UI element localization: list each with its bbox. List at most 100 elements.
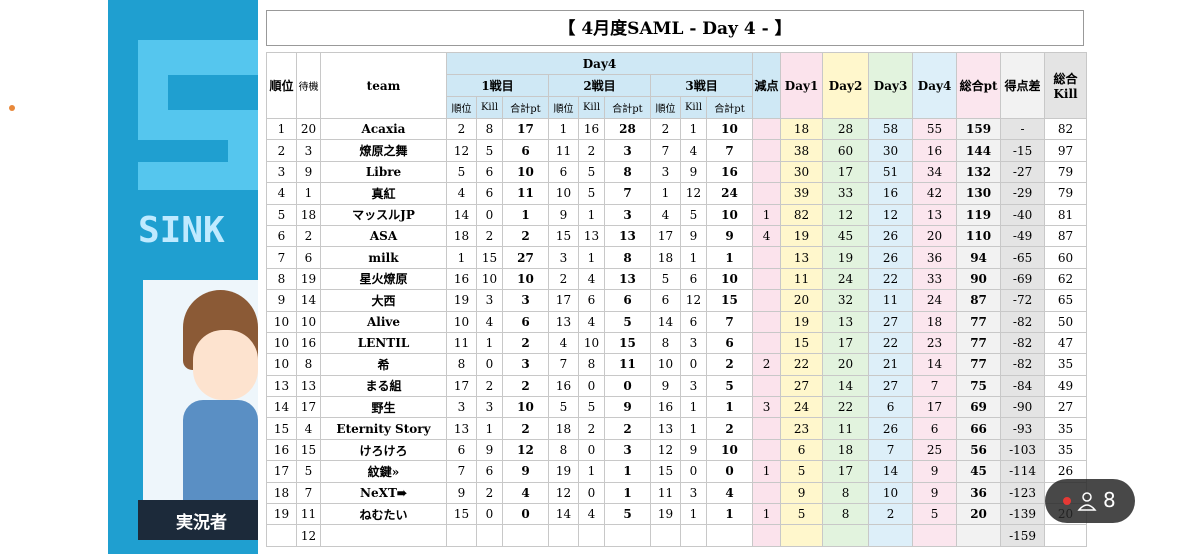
table-cell: 4 bbox=[266, 182, 297, 205]
table-cell: 11 bbox=[822, 417, 870, 440]
table-cell: 79 bbox=[1044, 160, 1088, 184]
caster-label: 実況者 bbox=[176, 513, 227, 533]
table-cell: 35 bbox=[1044, 438, 1088, 462]
table-cell: 8 bbox=[296, 353, 321, 376]
sub-header: Kill bbox=[476, 96, 503, 119]
table-cell: 1 bbox=[548, 117, 579, 141]
table-cell: 2 bbox=[502, 417, 549, 440]
table-row: 3 9 Libre 5 6 10 6 5 8 3 9 16 30 17 51 34 132 -27 79 bbox=[266, 160, 1088, 184]
table-cell: 14 bbox=[912, 353, 958, 376]
table-cell: 16 bbox=[266, 438, 297, 462]
table-cell: ねむたい bbox=[320, 503, 447, 526]
table-cell: 12 bbox=[822, 203, 870, 226]
table-cell: 1 bbox=[604, 460, 651, 483]
table-cell: 3 bbox=[604, 438, 651, 462]
table-cell: 6 bbox=[266, 224, 297, 248]
table-cell: 0 bbox=[578, 481, 605, 505]
table-cell bbox=[752, 139, 782, 162]
table-cell bbox=[752, 374, 782, 398]
table-cell: 15 bbox=[446, 503, 477, 526]
table-cell: 紋鍵» bbox=[320, 460, 447, 483]
table-cell: 23 bbox=[780, 417, 824, 440]
table-cell: 7 bbox=[868, 438, 914, 462]
orange-dot bbox=[9, 105, 15, 111]
table-cell: 1 bbox=[604, 481, 651, 505]
table-row: 18 7 NeXT➠ 9 2 4 12 0 1 11 3 4 9 8 10 9 36 -123 bbox=[266, 481, 1088, 505]
table-cell: 1 bbox=[752, 203, 782, 226]
table-cell: 2 bbox=[296, 224, 321, 248]
table-cell: 7 bbox=[705, 310, 754, 333]
table-cell: 45 bbox=[822, 224, 870, 248]
table-cell: 8 bbox=[604, 246, 651, 269]
table-cell: -90 bbox=[1000, 396, 1046, 419]
table-cell: 19 bbox=[296, 267, 321, 291]
viewer-pill[interactable]: 8 bbox=[1045, 479, 1135, 523]
table-cell: ASA bbox=[320, 224, 447, 248]
table-cell: 13 bbox=[296, 374, 321, 398]
caster-bar bbox=[138, 500, 258, 540]
table-cell: 26 bbox=[868, 224, 914, 248]
table-cell: 9 bbox=[502, 460, 549, 483]
table-cell: 77 bbox=[956, 353, 1002, 376]
table-cell: 9 bbox=[548, 203, 579, 226]
table-cell: Eternity Story bbox=[320, 417, 447, 440]
table-cell: 12 bbox=[868, 203, 914, 226]
table-cell: 4 bbox=[296, 417, 321, 440]
table-cell: 13 bbox=[446, 417, 477, 440]
table-cell: 1 bbox=[680, 503, 707, 526]
table-cell: 1 bbox=[680, 117, 707, 141]
table-cell: 3 bbox=[502, 289, 549, 312]
table-cell: 3 bbox=[752, 396, 782, 419]
table-cell bbox=[752, 289, 782, 312]
table-cell: 35 bbox=[1044, 417, 1088, 440]
table-cell: 1 bbox=[578, 246, 605, 269]
table-cell: 17 bbox=[446, 374, 477, 398]
logo-cut bbox=[138, 140, 228, 162]
table-cell bbox=[752, 417, 782, 440]
table-cell: 10 bbox=[548, 182, 579, 205]
header: Day4 bbox=[912, 52, 958, 119]
sub-header: 合計pt bbox=[705, 96, 754, 119]
table-cell: 3 bbox=[476, 396, 503, 419]
table-cell: -82 bbox=[1000, 310, 1046, 333]
sub-header: 順位 bbox=[650, 96, 681, 119]
table-cell: 燎原之舞 bbox=[320, 139, 447, 162]
table-cell: 30 bbox=[780, 160, 824, 184]
table-cell: 1 bbox=[502, 203, 549, 226]
table-cell: 6 bbox=[680, 267, 707, 291]
table-cell: -69 bbox=[1000, 267, 1046, 291]
table-cell: -49 bbox=[1000, 224, 1046, 248]
table-cell: 9 bbox=[912, 460, 958, 483]
table-cell: 10 bbox=[502, 160, 549, 184]
table-cell: 36 bbox=[956, 481, 1002, 505]
table-cell: -72 bbox=[1000, 289, 1046, 312]
header: 得点差 bbox=[1000, 52, 1046, 119]
table-cell: 大西 bbox=[320, 289, 447, 312]
table-cell bbox=[752, 182, 782, 205]
table-cell: 0 bbox=[604, 374, 651, 398]
table-cell: 10 bbox=[266, 353, 297, 376]
table-cell: 11 bbox=[780, 267, 824, 291]
table-cell: 2 bbox=[578, 417, 605, 440]
table-cell: 5 bbox=[296, 460, 321, 483]
table-cell: 144 bbox=[956, 139, 1002, 162]
table-cell: 27 bbox=[868, 310, 914, 333]
table-cell: -82 bbox=[1000, 353, 1046, 376]
table-cell: 82 bbox=[780, 203, 824, 226]
table-cell: 5 bbox=[604, 310, 651, 333]
table-cell: 3 bbox=[446, 396, 477, 419]
table-cell: 15 bbox=[296, 438, 321, 462]
table-cell: 5 bbox=[650, 267, 681, 291]
table-cell: 14 bbox=[868, 460, 914, 483]
table-cell bbox=[320, 524, 447, 547]
table-cell: 16 bbox=[912, 139, 958, 162]
table-cell: 13 bbox=[604, 224, 651, 248]
table-cell: 45 bbox=[956, 460, 1002, 483]
table-cell: 2 bbox=[752, 353, 782, 376]
table-cell: 5 bbox=[578, 396, 605, 419]
table-cell: 22 bbox=[822, 396, 870, 419]
table-row: 14 17 野生 3 3 10 5 5 9 16 1 1 3 24 22 6 17 69 -90 27 bbox=[266, 396, 1088, 419]
table-cell: 2 bbox=[476, 224, 503, 248]
table-cell bbox=[752, 267, 782, 291]
table-cell: 19 bbox=[822, 246, 870, 269]
